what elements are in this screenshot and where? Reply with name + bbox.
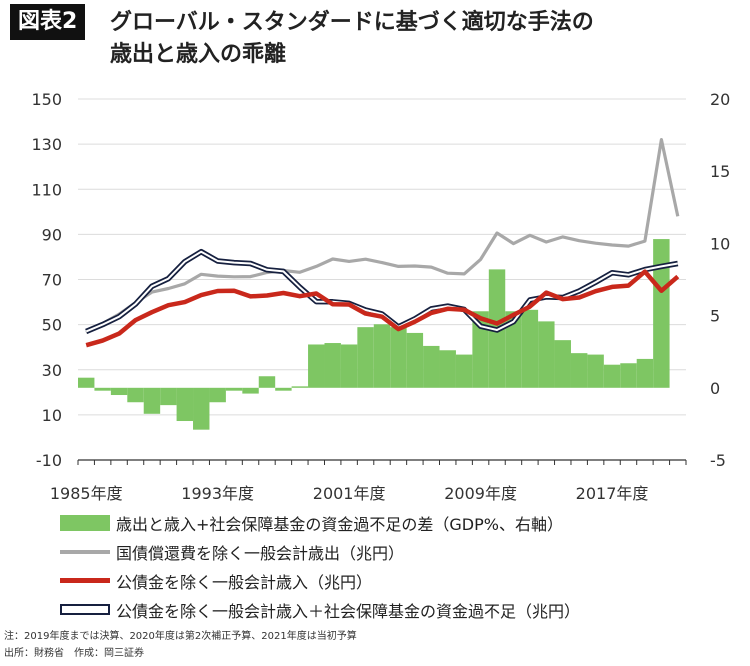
bar (78, 377, 95, 388)
figure-label: 図表2 (10, 4, 86, 40)
bar (538, 321, 555, 388)
bar (275, 387, 292, 391)
bar (324, 343, 341, 388)
left-axis-tick-label: 50 (42, 316, 62, 335)
bar (406, 332, 424, 388)
revenue-line (85, 269, 680, 348)
x-axis-tick-label: 2001年度 (313, 484, 386, 503)
right-axis-tick-label: 15 (710, 162, 730, 181)
bar (357, 327, 374, 388)
legend-swatch-bars (60, 514, 110, 531)
left-axis-tick-label: 70 (42, 271, 62, 290)
bar (472, 311, 489, 388)
chart-title: グローバル・スタンダードに基づく適切な手法の 歳出と歳入の乖離 (110, 7, 740, 71)
legend-label-revenue-plus-ss: 公債金を除く一般会計歳入＋社会保障基金の資金過不足（兆円） (116, 601, 581, 621)
legend-swatch-revenue-plus-ss (60, 604, 110, 615)
bar (390, 327, 407, 388)
bar (603, 364, 621, 388)
legend-item-revenue: 公債金を除く一般会計歳入（兆円） (60, 566, 740, 595)
bar (160, 387, 177, 406)
bar (653, 239, 670, 388)
legend-item-revenue-plus-ss: 公債金を除く一般会計歳入＋社会保障基金の資金過不足（兆円） (60, 595, 740, 624)
left-axis-tick-label: 150 (31, 90, 62, 109)
bar (127, 387, 144, 403)
bar (587, 354, 604, 388)
revenue-plus-ss-line-inner (85, 250, 678, 333)
bar (110, 387, 128, 396)
bar (423, 345, 440, 388)
bar (636, 358, 654, 388)
left-axis-tick-label: 30 (42, 361, 62, 380)
bar (225, 387, 243, 391)
legend-label-bars: 歳出と歳入+社会保障基金の資金過不足の差（GDP%、右軸） (116, 514, 563, 534)
title-line-1: グローバル・スタンダードに基づく適切な手法の (110, 10, 594, 35)
left-axis-tick-label: 10 (42, 406, 62, 425)
title-line-2: 歳出と歳入の乖離 (110, 42, 287, 67)
bar (176, 387, 194, 422)
bar (308, 344, 325, 388)
bar (373, 324, 391, 388)
note-text: 注：2019年度までは決算、2020年度は第2次補正予算、2021年度は当初予算 (4, 631, 357, 642)
bar (439, 350, 456, 388)
bar (554, 340, 571, 388)
right-axis-tick-label: 0 (710, 379, 720, 398)
bar (505, 311, 522, 388)
left-axis-tick-label: 110 (31, 180, 62, 199)
x-axis-tick-label: 2009年度 (444, 484, 517, 503)
legend-swatch-expenditure (60, 549, 110, 554)
legend-swatch-revenue (60, 578, 110, 583)
legend-item-bars: 歳出と歳入+社会保障基金の資金過不足の差（GDP%、右軸） (60, 508, 740, 537)
legend-label-revenue: 公債金を除く一般会計歳入（兆円） (116, 572, 373, 592)
left-axis-tick-label: 90 (42, 225, 62, 244)
legend-item-expenditure: 国債償還費を除く一般会計歳出（兆円） (60, 537, 740, 566)
right-axis-tick-label: -5 (710, 451, 726, 470)
chart-notes: 注：2019年度までは決算、2020年度は第2次補正予算、2021年度は当初予算… (4, 628, 357, 662)
chart-legend: 歳出と歳入+社会保障基金の資金過不足の差（GDP%、右軸） 国債償還費を除く一般… (60, 508, 740, 624)
bar (258, 376, 276, 388)
bar (570, 353, 588, 388)
right-axis-tick-label: 20 (710, 90, 730, 109)
bar (340, 344, 358, 388)
bar (242, 387, 259, 394)
x-axis-tick-label: 1993年度 (181, 484, 254, 503)
chart-canvas: -10 10 30 50 70 90 110 130 150 -5 0 5 10 15 20 1985年度 19… (31, 90, 730, 503)
bar (521, 309, 539, 388)
bar (193, 387, 210, 430)
x-axis-tick-label: 1985年度 (50, 484, 123, 503)
bar (94, 387, 111, 391)
bar (143, 387, 161, 414)
left-axis-tick-label: -10 (36, 451, 62, 470)
x-axis-tick-label: 2017年度 (576, 484, 649, 503)
bar (455, 354, 473, 388)
bar (291, 386, 309, 388)
right-axis-tick-label: 5 (710, 307, 720, 326)
left-axis-tick-label: 130 (31, 135, 62, 154)
legend-label-expenditure: 国債償還費を除く一般会計歳出（兆円） (116, 543, 405, 563)
source-text: 出所：財務省 作成：岡三証券 (4, 648, 144, 659)
bar (209, 387, 226, 403)
expenditure-line (85, 138, 680, 335)
bar (620, 363, 637, 388)
right-axis-tick-label: 10 (710, 234, 730, 253)
